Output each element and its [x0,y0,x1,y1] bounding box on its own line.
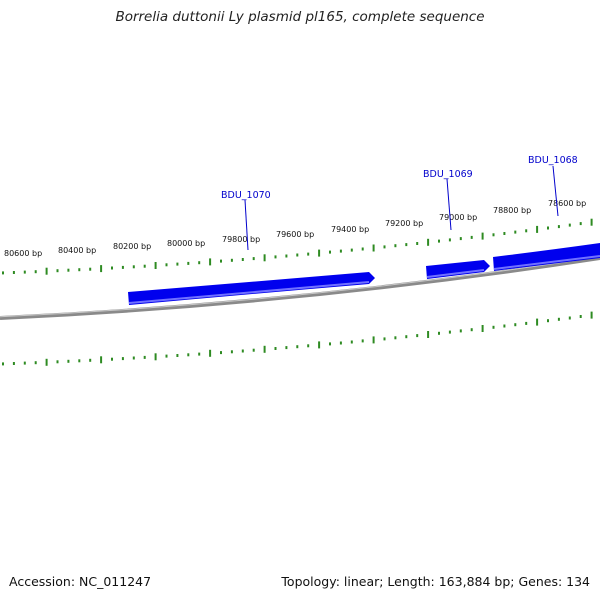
tick-label-78600: 78600 bp [548,199,586,208]
tick-label-80600: 80600 bp [4,249,42,258]
tick-label-79800: 79800 bp [222,235,260,244]
tick-label-79600: 79600 bp [276,230,314,239]
gene-arrow-edge [493,255,600,270]
tick-label-79200: 79200 bp [385,219,423,228]
gene-arrow-edge [426,269,485,278]
gene-label-leader [446,178,452,231]
topology-summary: Topology: linear; Length: 163,884 bp; Ge… [281,574,590,589]
sequence-backbone-highlight [0,256,600,318]
gene-label-leader [552,165,559,217]
gene-bdu-1068[interactable] [493,243,600,271]
tick-label-80000: 80000 bp [167,239,205,248]
map-title: Borrelia duttonii Ly plasmid pl165, comp… [115,9,485,25]
inner-ruler-ticks [2,311,593,366]
gene-arrow[interactable] [493,243,600,271]
gene-arrow-edge [128,281,370,304]
gene-bdu-1069[interactable] [426,260,490,279]
accession-label: Accession: NC_011247 [9,574,152,589]
sequence-backbone [0,256,600,320]
gene-bdu-1070[interactable] [128,272,375,305]
gene-label-bdu-1068[interactable]: BDU_1068 [528,155,578,166]
tick-label-79400: 79400 bp [331,225,369,234]
outer-ruler-ticks [2,218,593,275]
tick-label-78800: 78800 bp [493,206,531,215]
gene-label-bdu-1070[interactable]: BDU_1070 [221,190,271,201]
gene-label-bdu-1069[interactable]: BDU_1069 [423,169,473,180]
gene-label-leader [244,199,249,251]
tick-label-80400: 80400 bp [58,246,96,255]
tick-label-79000: 79000 bp [439,213,477,222]
tick-label-80200: 80200 bp [113,242,151,251]
